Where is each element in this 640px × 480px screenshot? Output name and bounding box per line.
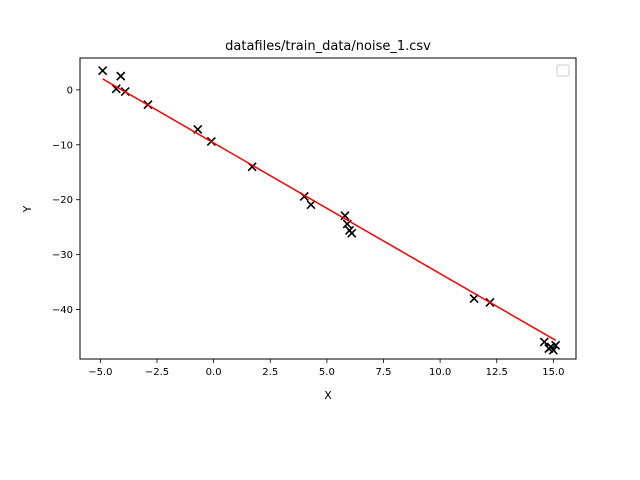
x-axis-ticks: −5.0 −2.5 0.0 2.5 5.0 7.5 10.0 12.5 15.0 xyxy=(88,359,564,378)
axes-frame xyxy=(79,57,577,360)
data-point-marker xyxy=(548,345,558,355)
data-point-marker xyxy=(347,228,357,238)
y-axis-label: Y xyxy=(21,205,34,213)
x-axis-label: X xyxy=(324,389,332,402)
plot-area xyxy=(98,66,561,355)
x-tick-label: 0.0 xyxy=(206,367,222,378)
y-tick-label: 0 xyxy=(67,85,73,96)
fit-line xyxy=(102,78,556,341)
data-point-marker xyxy=(98,66,108,76)
x-tick-label: 12.5 xyxy=(486,367,508,378)
data-point-marker xyxy=(116,71,126,81)
x-tick-label: 7.5 xyxy=(376,367,392,378)
y-tick-label: −30 xyxy=(52,250,73,261)
y-tick-label: −40 xyxy=(52,305,73,316)
x-tick-label: 10.0 xyxy=(429,367,451,378)
y-axis-ticks: 0 −10 −20 −30 −40 xyxy=(52,85,80,316)
x-tick-label: 15.0 xyxy=(542,367,564,378)
data-point-marker xyxy=(111,84,121,94)
data-point-marker xyxy=(539,337,549,347)
y-tick-label: −20 xyxy=(52,195,73,206)
data-point-marker xyxy=(469,294,479,304)
data-point-marker xyxy=(551,340,561,350)
y-tick-label: −10 xyxy=(52,140,73,151)
data-point-marker xyxy=(340,211,350,221)
legend-box xyxy=(556,64,570,77)
x-tick-label: −5.0 xyxy=(88,367,112,378)
data-point-marker xyxy=(306,200,316,210)
x-tick-label: 2.5 xyxy=(262,367,278,378)
x-tick-label: 5.0 xyxy=(319,367,335,378)
x-tick-label: −2.5 xyxy=(145,367,169,378)
chart-title: datafiles/train_data/noise_1.csv xyxy=(225,39,431,54)
